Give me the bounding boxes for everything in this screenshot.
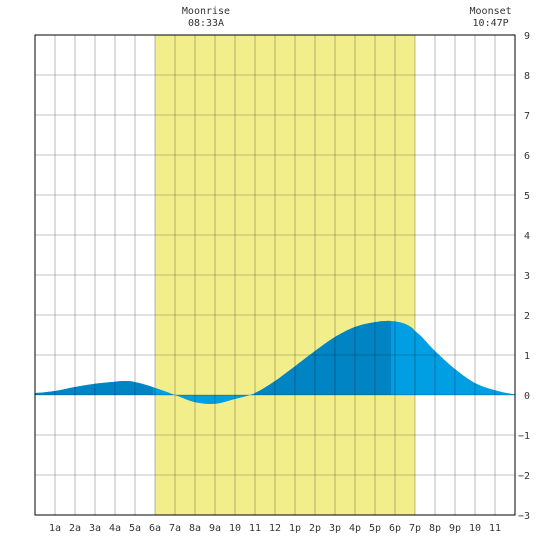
y-tick-label: −2 [518,471,530,482]
x-tick-label: 11 [489,523,501,534]
y-axis-ticks: −3 −2 −1 0 1 2 3 4 5 6 7 8 9 [518,31,530,522]
y-tick-label: 3 [524,271,530,282]
x-tick-label: 11 [249,523,261,534]
x-tick-label: 5p [369,523,381,534]
grid [35,35,515,515]
daylight-band [155,35,415,515]
x-tick-label: 2a [69,523,81,534]
y-tick-label: −3 [518,511,530,522]
moonset-label: Moonset 10:47P [456,6,526,30]
plot-border [34,34,516,516]
y-tick-label: 7 [524,111,530,122]
moonrise-label: Moonrise 08:33A [171,6,241,30]
y-tick-label: 0 [524,391,530,402]
x-tick-label: 9p [449,523,461,534]
x-tick-label: 8a [189,523,201,534]
x-tick-label: 3p [329,523,341,534]
x-tick-label: 1a [49,523,61,534]
y-tick-label: 8 [524,71,530,82]
daylight-rect [155,35,415,515]
tide-area-dark [35,380,153,395]
tide-area [35,320,515,404]
y-tick-label: 9 [524,31,530,42]
x-tick-label: 4a [109,523,121,534]
x-tick-label: 8p [429,523,441,534]
moon-event-time: 08:33A [187,18,225,29]
moon-event-time: 10:47P [472,18,509,29]
x-tick-label: 6p [389,523,401,534]
x-axis-ticks: 1a 2a 3a 4a 5a 6a 7a 8a 9a 10 11 12 1p 2p 3p 4p 5p 6p 7p 8p… [49,523,501,534]
x-tick-label: 10 [229,523,241,534]
moon-event-name: Moonrise [181,6,231,17]
x-tick-label: 6a [149,523,161,534]
x-tick-label: 9a [209,523,221,534]
y-tick-label: 6 [524,151,530,162]
tide-area-dark [255,320,391,395]
x-tick-label: 12 [269,523,281,534]
y-tick-label: −1 [518,431,530,442]
x-tick-label: 3a [89,523,101,534]
x-tick-label: 5a [129,523,141,534]
x-tick-label: 7p [409,523,421,534]
x-tick-label: 2p [309,523,321,534]
tide-area-light [35,320,515,404]
x-tick-label: 7a [169,523,181,534]
x-tick-label: 1p [289,523,301,534]
y-tick-label: 1 [524,351,530,362]
x-tick-label: 4p [349,523,361,534]
y-tick-label: 2 [524,311,530,322]
moon-event-name: Moonset [469,6,512,17]
x-tick-label: 10 [469,523,481,534]
y-tick-label: 4 [524,231,530,242]
y-tick-label: 5 [524,191,530,202]
